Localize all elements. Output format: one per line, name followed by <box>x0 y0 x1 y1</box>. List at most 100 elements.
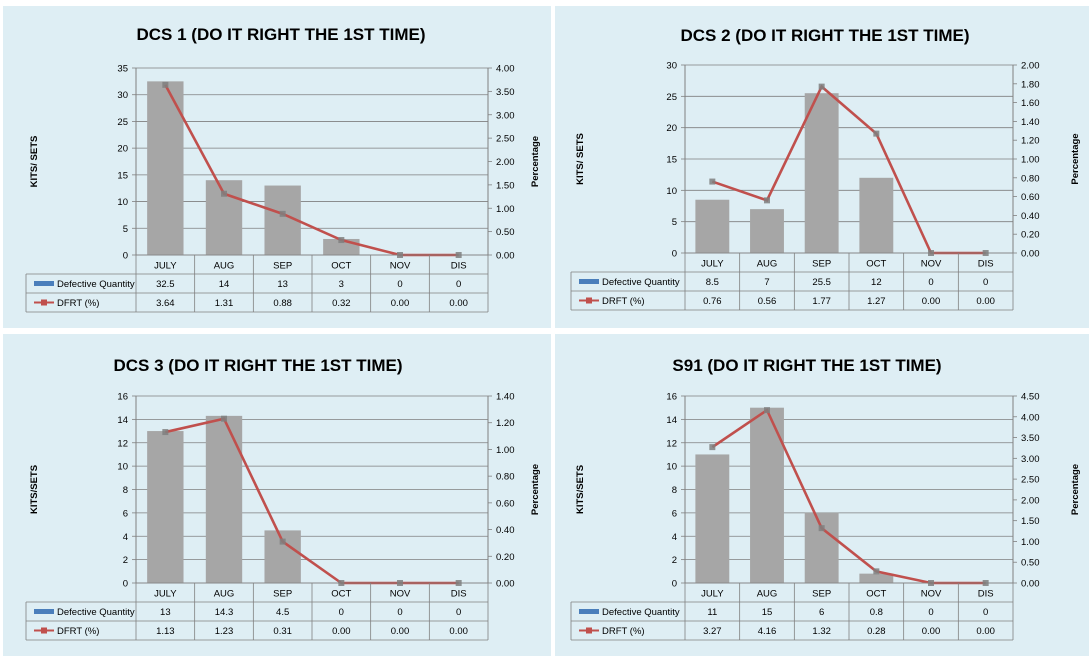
x-tick-label: JULY <box>701 589 724 600</box>
y2-tick-label: 0.00 <box>496 579 515 590</box>
line-point-dfrt <box>221 190 227 197</box>
legend-marker-dfrt <box>586 297 592 304</box>
table-value-defective-quantity: 14.3 <box>215 607 234 618</box>
legend-label-defective-quantity: Defective Quantity <box>602 607 680 618</box>
table-value-dfrt: 0.31 <box>273 626 292 637</box>
y-tick-label: 30 <box>117 90 128 101</box>
y2-tick-label: 0.80 <box>1021 173 1040 184</box>
y-tick-label: 8 <box>123 485 128 496</box>
table-value-dfrt: 0.00 <box>922 296 941 307</box>
y2-tick-label: 2.00 <box>1021 495 1040 506</box>
x-tick-label: DIS <box>978 259 994 270</box>
table-value-defective-quantity: 4.5 <box>276 607 289 618</box>
table-value-dfrt: 0.88 <box>273 298 292 309</box>
y2-tick-label: 2.50 <box>1021 475 1040 486</box>
table-value-defective-quantity: 0 <box>928 277 933 288</box>
line-point-dfrt <box>338 237 345 244</box>
y-tick-label: 14 <box>117 415 128 426</box>
legend-label-defective-quantity: Defective Quantity <box>57 607 135 618</box>
table-value-dfrt: 0.00 <box>976 626 995 637</box>
table-value-defective-quantity: 0 <box>983 277 988 288</box>
y-tick-label: 14 <box>666 415 677 426</box>
bar-defective-quantity <box>695 454 730 583</box>
x-tick-label: NOV <box>921 589 942 600</box>
chart-title: DCS 1 (DO IT RIGHT THE 1ST TIME) <box>136 25 425 44</box>
table-value-dfrt: 0.00 <box>976 296 995 307</box>
y-tick-label: 5 <box>672 217 677 228</box>
y2-tick-label: 1.20 <box>496 418 515 429</box>
legend-label-defective-quantity: Defective Quantity <box>602 277 680 288</box>
y2-tick-label: 1.80 <box>1021 79 1040 90</box>
x-tick-label: DIS <box>451 261 467 272</box>
y-tick-label: 16 <box>117 392 128 403</box>
y-tick-label: 0 <box>123 251 128 262</box>
line-point-dfrt <box>279 538 286 545</box>
legend-swatch-defective-quantity <box>579 609 599 614</box>
x-tick-label: JULY <box>701 259 724 270</box>
y-tick-label: 2 <box>672 555 677 566</box>
y-tick-label: 4 <box>672 532 677 543</box>
y-tick-label: 10 <box>666 462 677 473</box>
x-tick-label: SEP <box>273 589 292 600</box>
chart-svg-dcs2: DCS 2 (DO IT RIGHT THE 1ST TIME) 0 5 10 15 20… <box>570 26 1081 311</box>
line-point-dfrt <box>818 83 825 90</box>
y2-axis-title: Percentage <box>530 136 541 187</box>
y2-tick-label: 4.00 <box>1021 412 1040 423</box>
y2-tick-label: 2.00 <box>1021 61 1040 72</box>
table-value-dfrt: 1.77 <box>812 296 831 307</box>
table-value-defective-quantity: 15 <box>762 607 773 618</box>
line-point-dfrt <box>873 130 880 137</box>
table-value-defective-quantity: 0 <box>456 279 461 290</box>
y2-tick-label: 1.00 <box>1021 155 1040 166</box>
table-value-defective-quantity: 25.5 <box>812 277 831 288</box>
table-value-defective-quantity: 0 <box>397 279 402 290</box>
line-point-dfrt <box>764 197 770 204</box>
x-tick-label: NOV <box>921 259 942 270</box>
y2-tick-label: 1.20 <box>1021 136 1040 147</box>
chart-panel-dcs1: DCS 1 (DO IT RIGHT THE 1ST TIME) 0 5 10 15 20… <box>3 6 551 328</box>
y2-tick-label: 0.50 <box>496 227 515 238</box>
y-tick-label: 10 <box>117 197 128 208</box>
bar-defective-quantity <box>147 81 184 255</box>
table-value-dfrt: 1.31 <box>215 298 234 309</box>
table-value-defective-quantity: 12 <box>871 277 882 288</box>
y2-tick-label: 0.80 <box>496 472 515 483</box>
table-value-dfrt: 0.00 <box>391 626 410 637</box>
line-point-dfrt <box>221 415 227 422</box>
y-tick-label: 20 <box>666 123 677 134</box>
line-point-dfrt <box>709 178 716 185</box>
legend-label-dfrt: DRFT (%) <box>602 626 645 637</box>
y-tick-label: 5 <box>123 224 128 235</box>
y2-tick-label: 2.00 <box>496 157 515 168</box>
y2-tick-label: 2.50 <box>496 134 515 145</box>
legend-label-defective-quantity: Defective Quantity <box>57 279 135 290</box>
line-point-dfrt <box>709 444 716 451</box>
bar-defective-quantity <box>205 415 243 583</box>
y-tick-label: 0 <box>123 579 128 590</box>
legend-marker-dfrt <box>41 299 47 306</box>
legend-marker-dfrt <box>41 627 47 634</box>
y-tick-label: 15 <box>666 155 677 166</box>
chart-panel-s91: S91 (DO IT RIGHT THE 1ST TIME) 0 2 4 6 8 10 12 1… <box>555 334 1089 656</box>
table-value-defective-quantity: 6 <box>819 607 824 618</box>
legend-swatch-defective-quantity <box>34 609 54 614</box>
line-point-dfrt <box>162 81 169 88</box>
chart-title: DCS 2 (DO IT RIGHT THE 1ST TIME) <box>680 26 969 45</box>
line-point-dfrt <box>818 525 825 532</box>
chart-svg-dcs1: DCS 1 (DO IT RIGHT THE 1ST TIME) 0 5 10 15 20… <box>25 25 541 313</box>
y-tick-label: 12 <box>666 438 677 449</box>
y2-tick-label: 0.00 <box>1021 579 1040 590</box>
y2-axis-title: Percentage <box>1070 133 1081 184</box>
y2-tick-label: 0.00 <box>1021 249 1040 260</box>
line-point-dfrt <box>764 407 770 414</box>
chart-panel-dcs3: DCS 3 (DO IT RIGHT THE 1ST TIME) 0 2 4 6 8 10 1… <box>3 334 551 656</box>
y-tick-label: 25 <box>666 92 677 103</box>
x-tick-label: NOV <box>390 589 411 600</box>
table-value-defective-quantity: 0 <box>397 607 402 618</box>
y2-tick-label: 1.00 <box>496 445 515 456</box>
y2-tick-label: 0.50 <box>1021 558 1040 569</box>
y-tick-label: 2 <box>123 555 128 566</box>
y-axis-title: KITS/SETS <box>575 465 586 514</box>
y2-tick-label: 0.40 <box>496 525 515 536</box>
y2-tick-label: 3.00 <box>496 110 515 121</box>
